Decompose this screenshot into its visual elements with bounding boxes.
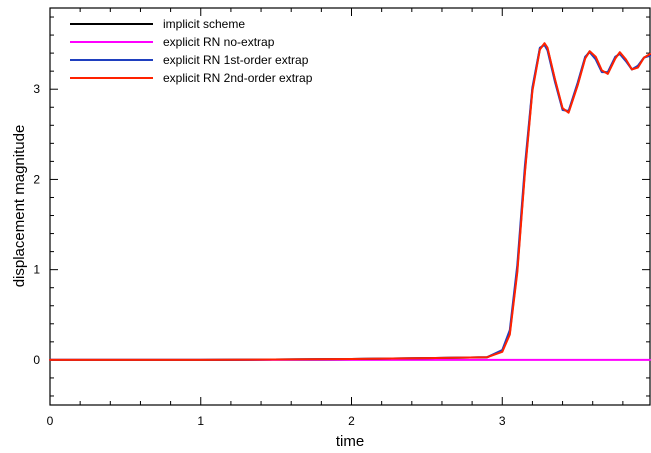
series-line-explicit-rn-2nd-order-extrap (49, 42, 651, 361)
legend-label-explicit-rn-1st-order-extrap: explicit RN 1st-order extrap (163, 53, 309, 67)
y-axis-title: displacement magnitude (11, 125, 28, 288)
plot-frame (49, 7, 651, 406)
x-tick-label: 3 (499, 414, 506, 428)
series-line-implicit-scheme (49, 43, 651, 361)
y-tick-label: 1 (33, 263, 40, 277)
x-axis-title: time (336, 433, 364, 450)
legend-label-implicit-scheme: implicit scheme (163, 17, 245, 31)
series-line-explicit-rn-1st-order-extrap (49, 44, 651, 361)
axis-ticks: 0 1 2 3 0 1 2 3 (33, 8, 650, 428)
legend-label-explicit-rn-2nd-order-extrap: explicit RN 2nd-order extrap (163, 71, 313, 85)
y-tick-label: 3 (33, 82, 40, 96)
legend-label-explicit-rn-no-extrap: explicit RN no-extrap (163, 35, 275, 49)
x-tick-label: 2 (348, 414, 355, 428)
y-tick-label: 2 (33, 172, 40, 186)
series-layer (49, 42, 651, 361)
x-tick-label: 0 (47, 414, 54, 428)
legend: implicit scheme explicit RN no-extrap expl… (70, 17, 313, 85)
x-tick-label: 1 (197, 414, 204, 428)
y-tick-label: 0 (33, 353, 40, 367)
